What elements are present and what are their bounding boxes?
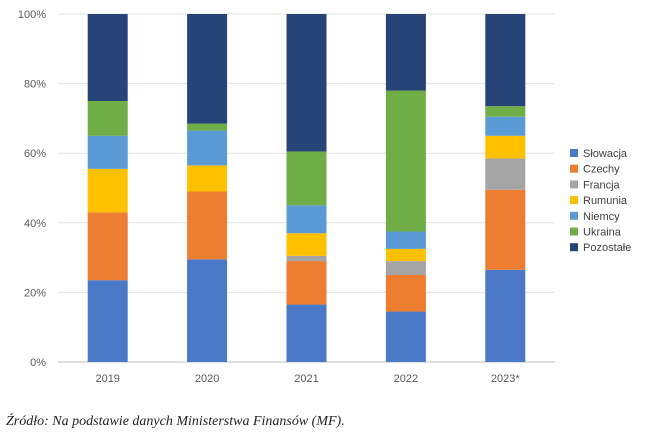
bar-segment	[187, 191, 228, 260]
x-tick-label: 2019	[95, 373, 119, 385]
bars	[87, 14, 526, 362]
bar-segment	[385, 231, 426, 249]
bar-segment	[286, 304, 327, 362]
bar-segment	[485, 269, 526, 362]
legend-swatch	[570, 164, 578, 173]
bar-segment	[485, 14, 526, 107]
bar-segment	[286, 255, 327, 262]
y-tick-label: 0%	[30, 357, 46, 369]
y-axis: 0% 20% 40% 60% 80% 100%	[18, 9, 46, 369]
bar-segment	[187, 14, 228, 124]
legend-swatch	[570, 149, 578, 157]
legend-label: Czechy	[583, 164, 620, 176]
bar-segment	[286, 261, 327, 305]
bar-segment	[286, 14, 327, 152]
legend-swatch	[570, 180, 578, 189]
x-tick-label: 2022	[394, 373, 418, 385]
y-tick-label: 60%	[24, 148, 46, 160]
legend-swatch	[570, 227, 578, 236]
x-tick-label: 2023*	[491, 373, 520, 385]
legend-label: Ukraina	[583, 227, 622, 239]
legend-label: Niemcy	[583, 211, 620, 223]
legend-label: Słowacja	[583, 148, 628, 160]
bar-segment	[485, 158, 526, 190]
bar-segment	[87, 168, 128, 213]
legend-label: Rumunia	[583, 195, 628, 207]
legend-label: Francja	[583, 179, 621, 191]
bar-segment	[87, 101, 128, 136]
bar-segment	[385, 311, 426, 362]
bar-segment	[385, 90, 426, 232]
bar-segment	[485, 135, 526, 159]
x-axis: 2019 2020 2021 2022 2023*	[95, 373, 520, 385]
x-tick-label: 2020	[195, 373, 219, 385]
bar-segment	[385, 261, 426, 275]
bar-segment	[485, 189, 526, 270]
bar-segment	[87, 212, 128, 281]
x-tick-label: 2021	[294, 373, 318, 385]
source-note: Źródło: Na podstawie danych Ministerstwa…	[6, 414, 345, 429]
bar-segment	[187, 259, 228, 362]
bar-segment	[485, 116, 526, 136]
y-tick-label: 80%	[24, 79, 46, 91]
bar-segment	[485, 106, 526, 117]
bar-segment	[87, 135, 128, 169]
bar-segment	[187, 130, 228, 166]
y-tick-label: 40%	[24, 218, 46, 230]
bar-segment	[286, 205, 327, 234]
bar-segment	[385, 275, 426, 312]
bar-segment	[385, 14, 426, 91]
bar-segment	[187, 123, 228, 131]
bar-segment	[286, 233, 327, 256]
legend-swatch	[570, 196, 578, 205]
bar-segment	[87, 280, 128, 362]
bar-segment	[187, 165, 228, 192]
bar-segment	[286, 151, 327, 206]
legend: Słowacja Czechy Francja Rumunia Niemcy Ukrain…	[570, 148, 631, 254]
bar-segment	[385, 248, 426, 262]
legend-label: Pozostałe	[583, 242, 631, 254]
bar-segment	[87, 14, 128, 101]
y-tick-label: 20%	[24, 287, 46, 299]
y-tick-label: 100%	[18, 9, 46, 21]
legend-swatch	[570, 243, 578, 252]
legend-swatch	[570, 211, 578, 220]
